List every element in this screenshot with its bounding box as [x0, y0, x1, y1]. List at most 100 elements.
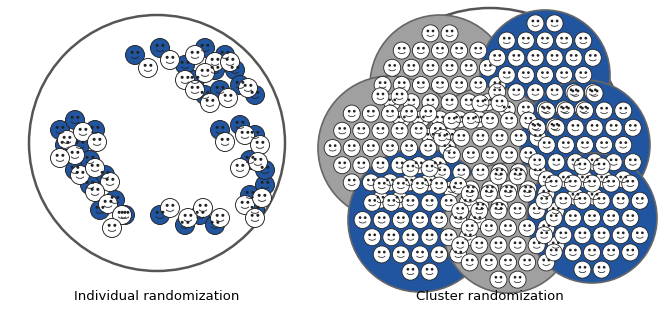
- Circle shape: [456, 207, 459, 210]
- Circle shape: [545, 231, 548, 234]
- Circle shape: [393, 99, 396, 101]
- Circle shape: [422, 47, 425, 49]
- Circle shape: [536, 101, 553, 118]
- Circle shape: [444, 169, 446, 171]
- Circle shape: [528, 190, 531, 193]
- Circle shape: [62, 126, 64, 129]
- Circle shape: [565, 106, 568, 109]
- Circle shape: [555, 227, 572, 244]
- Circle shape: [475, 207, 478, 210]
- Circle shape: [477, 100, 479, 102]
- Circle shape: [422, 116, 425, 118]
- Circle shape: [76, 151, 79, 154]
- Circle shape: [398, 81, 401, 84]
- Circle shape: [586, 154, 603, 171]
- Circle shape: [266, 166, 269, 169]
- Circle shape: [585, 49, 601, 66]
- Circle shape: [363, 127, 365, 130]
- Circle shape: [548, 107, 551, 109]
- Circle shape: [381, 140, 399, 156]
- Circle shape: [605, 154, 622, 171]
- Circle shape: [626, 249, 629, 251]
- Circle shape: [107, 171, 109, 174]
- Circle shape: [518, 54, 520, 57]
- Circle shape: [541, 106, 544, 109]
- Circle shape: [431, 234, 434, 236]
- Circle shape: [565, 49, 582, 66]
- Circle shape: [493, 54, 496, 57]
- Circle shape: [263, 194, 266, 197]
- Circle shape: [70, 136, 89, 155]
- Circle shape: [150, 39, 169, 58]
- Circle shape: [150, 64, 152, 67]
- Circle shape: [520, 181, 537, 198]
- Circle shape: [120, 211, 124, 214]
- Circle shape: [85, 120, 105, 140]
- Circle shape: [406, 199, 409, 202]
- Circle shape: [79, 128, 81, 131]
- Circle shape: [491, 164, 508, 181]
- Circle shape: [220, 138, 224, 141]
- Circle shape: [536, 32, 553, 49]
- Circle shape: [519, 173, 522, 175]
- Circle shape: [191, 86, 194, 89]
- Circle shape: [467, 117, 469, 119]
- Circle shape: [406, 268, 409, 271]
- Circle shape: [557, 207, 560, 210]
- Circle shape: [334, 157, 351, 174]
- Circle shape: [552, 241, 555, 244]
- Circle shape: [629, 159, 632, 161]
- Circle shape: [530, 186, 532, 188]
- Circle shape: [426, 133, 429, 136]
- Circle shape: [391, 157, 408, 174]
- Circle shape: [591, 124, 593, 127]
- Circle shape: [496, 100, 498, 102]
- Circle shape: [230, 115, 250, 134]
- Circle shape: [186, 76, 189, 79]
- Circle shape: [532, 20, 534, 22]
- Circle shape: [534, 124, 536, 127]
- Circle shape: [432, 42, 448, 59]
- Circle shape: [565, 231, 567, 234]
- Circle shape: [104, 200, 107, 203]
- Circle shape: [498, 81, 501, 84]
- Circle shape: [373, 199, 376, 202]
- Circle shape: [522, 37, 525, 39]
- Circle shape: [434, 164, 451, 181]
- Circle shape: [534, 159, 536, 161]
- Circle shape: [469, 234, 472, 236]
- Circle shape: [201, 211, 205, 214]
- Circle shape: [490, 271, 507, 288]
- Circle shape: [391, 179, 394, 181]
- Circle shape: [486, 117, 489, 119]
- Circle shape: [538, 171, 555, 188]
- Circle shape: [556, 54, 559, 57]
- Circle shape: [496, 169, 498, 171]
- Circle shape: [636, 231, 639, 234]
- Circle shape: [612, 192, 629, 209]
- Circle shape: [106, 178, 109, 181]
- Circle shape: [579, 231, 581, 234]
- Circle shape: [201, 44, 204, 47]
- Circle shape: [509, 237, 526, 254]
- Circle shape: [362, 140, 379, 156]
- Circle shape: [557, 102, 575, 119]
- Circle shape: [451, 77, 467, 94]
- Circle shape: [489, 49, 506, 66]
- Circle shape: [410, 157, 427, 174]
- Circle shape: [195, 63, 214, 82]
- Circle shape: [406, 234, 409, 236]
- Circle shape: [584, 266, 587, 269]
- Circle shape: [193, 198, 213, 217]
- Circle shape: [434, 127, 437, 130]
- Circle shape: [464, 234, 467, 236]
- Circle shape: [439, 140, 456, 156]
- Circle shape: [444, 112, 460, 129]
- Circle shape: [461, 254, 478, 271]
- Circle shape: [508, 71, 510, 74]
- Circle shape: [396, 161, 399, 164]
- Circle shape: [620, 176, 622, 179]
- Circle shape: [236, 196, 254, 215]
- Circle shape: [622, 231, 625, 234]
- Circle shape: [519, 276, 522, 279]
